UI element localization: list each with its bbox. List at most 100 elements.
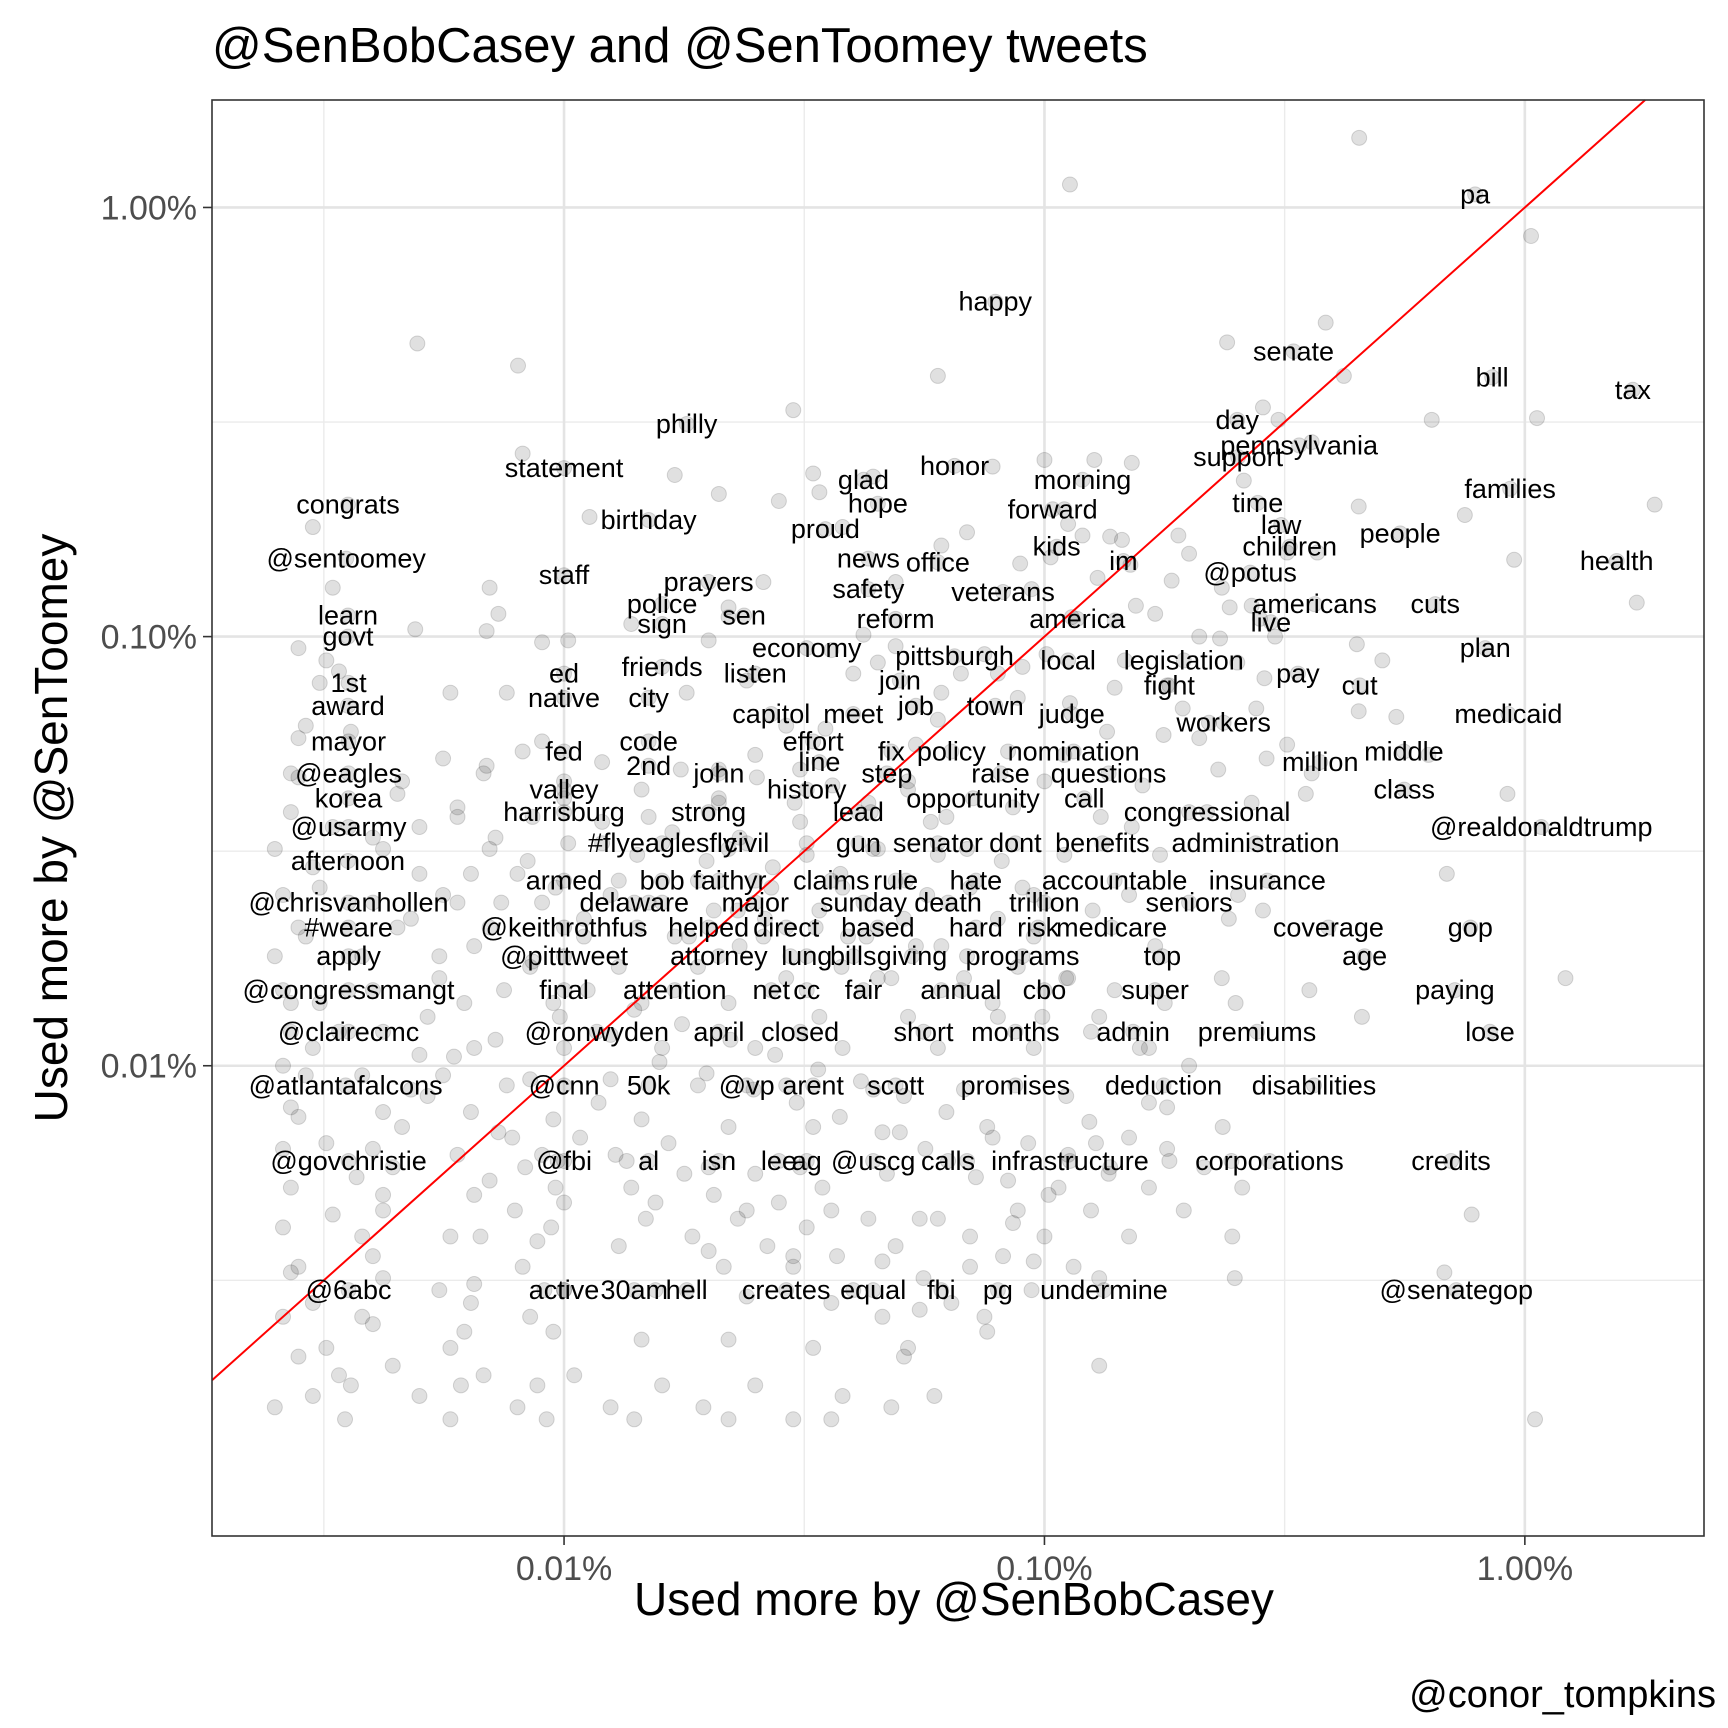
data-point [887,638,904,655]
data-point [290,919,307,936]
word-label: creates [742,1275,831,1305]
word-label: legislation [1124,645,1244,675]
data-point [1009,1202,1026,1219]
word-label: #flyeaglesfly [588,828,737,858]
data-point [858,928,875,945]
word-label: 1st [331,668,368,698]
data-point [757,910,774,927]
data-point [536,1282,553,1299]
word-label: million [1282,747,1359,777]
labeled-data-point [850,835,867,852]
data-point [517,1159,534,1176]
data-point [290,1108,307,1125]
data-point [364,829,381,846]
word-label: gun [836,828,881,858]
labeled-data-point [1312,754,1329,771]
labeled-data-point [1462,919,1479,936]
data-point [534,634,551,651]
data-point [633,1331,650,1348]
labeled-data-point [1259,872,1276,889]
word-label: harrisburg [503,797,625,827]
data-point [745,1081,762,1098]
data-point [475,1367,492,1384]
word-label: pittsburgh [895,641,1014,671]
data-point [666,466,683,483]
data-point [375,1202,392,1219]
data-point [1036,1228,1053,1245]
word-label: lee [761,1146,797,1176]
word-label: im [1109,546,1138,576]
word-label: time [1232,488,1283,518]
labeled-data-point [338,550,355,567]
word-label: bills [830,941,877,971]
data-point [618,1152,635,1169]
labeled-data-point [556,982,573,999]
word-label: paying [1415,975,1495,1005]
data-point [394,773,411,790]
word-label: credits [1411,1146,1491,1176]
word-label: statement [505,453,624,483]
y-axis-label: Used more by @SenToomey [25,533,77,1123]
data-point [1436,1264,1453,1281]
labeled-data-point [1061,1152,1078,1169]
data-point [594,835,611,852]
data-point [409,335,426,352]
word-label: 2nd [626,751,671,781]
labeled-data-point [1030,919,1047,936]
data-point [989,910,1006,927]
data-point [1121,886,1138,903]
word-label: forward [1008,494,1098,524]
data-point [900,1339,917,1356]
x-tick-label: 0.10% [996,1550,1092,1588]
word-label: workers [1175,708,1271,738]
data-point [1529,410,1546,427]
data-point [1025,1039,1042,1056]
data-point [664,824,681,841]
data-point [722,1031,739,1048]
data-point [915,1270,932,1287]
data-point [629,919,646,936]
data-point [330,663,347,680]
data-point [852,1073,869,1090]
data-point [817,720,834,737]
data-point [1056,746,1073,763]
data-point [1140,1094,1157,1111]
data-point [710,485,727,502]
labeled-data-point [987,293,1004,310]
labeled-data-point [556,781,573,798]
data-point [805,1118,822,1135]
data-point [1023,1282,1040,1299]
data-point [1123,819,1140,836]
data-point [710,761,727,778]
data-point [883,1399,900,1416]
data-point [297,928,314,945]
data-point [1060,1146,1077,1163]
data-point [342,723,359,740]
labeled-data-point [845,706,862,723]
word-label: giving [877,941,948,971]
data-point [602,1071,619,1088]
data-point [466,1276,483,1293]
word-labels: pa happy senate bill tax philly daypennsylvani… [243,179,1654,1305]
data-point [788,1094,805,1111]
data-point [1191,730,1208,747]
data-point [929,711,946,728]
data-point [1155,726,1172,743]
data-point [1229,654,1246,671]
data-point [869,654,886,671]
data-point [798,1219,815,1236]
data-point [865,840,882,857]
word-label: capitol [732,699,810,729]
word-label: morning [1034,465,1132,495]
labeled-data-point [891,672,908,689]
labeled-data-point [738,1077,755,1094]
data-point [874,1124,891,1141]
labeled-data-point [1392,525,1409,542]
word-label: americans [1252,589,1377,619]
word-label: #weare [304,912,393,942]
word-label: listen [724,659,787,689]
data-point [720,609,737,626]
data-point [929,1039,946,1056]
labeled-data-point [337,1077,354,1094]
data-point [672,761,689,778]
